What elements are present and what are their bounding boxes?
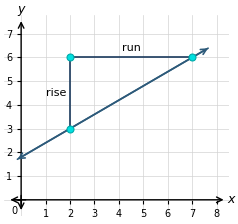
Text: y: y (17, 3, 25, 16)
Text: run: run (122, 43, 140, 53)
Text: x: x (228, 193, 235, 206)
Text: 0: 0 (11, 206, 17, 216)
Text: rise: rise (46, 88, 66, 98)
